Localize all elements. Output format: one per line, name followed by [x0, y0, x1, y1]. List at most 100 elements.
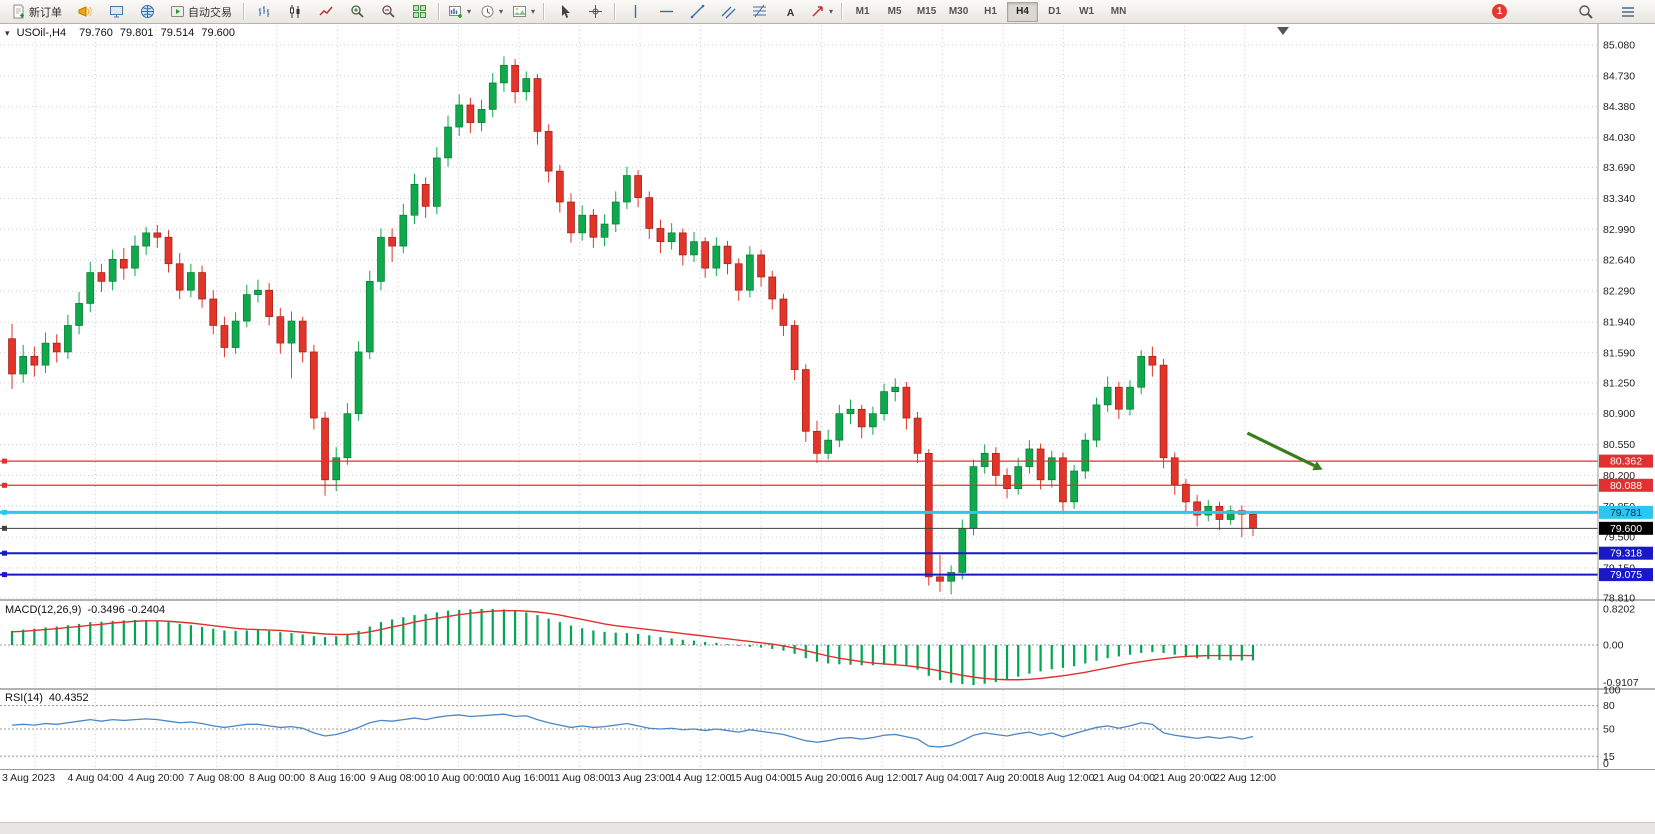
line-anchor[interactable] — [2, 550, 7, 556]
bull-candle — [1092, 404, 1101, 441]
rsi-axis-label: 50 — [1603, 724, 1615, 736]
bear-candle — [936, 576, 944, 582]
line-chart-icon — [318, 6, 333, 16]
horizontal-line-button[interactable] — [651, 1, 681, 23]
bear-candle — [298, 320, 307, 353]
rsi-line — [11, 713, 1254, 748]
bull-candle — [1081, 439, 1090, 472]
bull-candle — [108, 258, 117, 282]
bear-candle — [645, 197, 654, 229]
bull-candle — [432, 157, 441, 207]
timeframe-button-m5[interactable]: M5 — [887, 6, 902, 17]
bull-candle — [611, 201, 620, 225]
bull-candle — [254, 289, 262, 295]
timeframe-button-w1[interactable]: W1 — [1079, 6, 1095, 17]
zoom-out-button[interactable] — [373, 1, 403, 23]
bull-candle — [500, 64, 508, 84]
notification-badge[interactable]: 1 — [1492, 4, 1507, 19]
arrow-annotation[interactable] — [1246, 431, 1316, 468]
timeframe-button-m30[interactable]: M30 — [948, 6, 969, 17]
line-anchor[interactable] — [2, 458, 7, 464]
clock-icon — [481, 5, 494, 18]
bear-candle — [734, 263, 743, 291]
timeframe-button-h1[interactable]: H1 — [984, 6, 997, 17]
auto-trading-button[interactable]: 自动交易 — [163, 1, 239, 23]
profiles-button[interactable]: ▾ — [476, 1, 507, 23]
crosshair-button[interactable] — [580, 1, 610, 23]
cursor-button[interactable] — [549, 1, 579, 23]
trendline-button[interactable] — [682, 1, 712, 23]
chart-header: ▾ USOil-,H4 79.760 79.801 79.514 79.600 — [5, 27, 239, 39]
price-axis-label: 82.640 — [1603, 255, 1635, 267]
megaphone-icon — [78, 6, 92, 17]
alerts-button[interactable] — [70, 1, 100, 23]
zoom-in-button[interactable] — [342, 1, 372, 23]
arrow-annotation-head[interactable] — [1312, 461, 1323, 471]
candles — [8, 56, 1257, 595]
line-anchor[interactable] — [2, 572, 7, 578]
line-anchor[interactable] — [2, 525, 7, 531]
ohlc-high: 79.801 — [119, 27, 154, 39]
bull-candle — [712, 245, 721, 269]
price-axis-label: 80.900 — [1603, 408, 1635, 420]
toolbar-separator — [841, 3, 844, 20]
timeframe-button-h4[interactable]: H4 — [1007, 1, 1039, 22]
price-badge — [1599, 546, 1653, 560]
time-axis-label: 7 Aug 08:00 — [188, 772, 244, 784]
rsi-axis-label: 0 — [1603, 758, 1609, 770]
community-button[interactable] — [132, 1, 162, 23]
chart-shift-marker[interactable] — [1277, 27, 1289, 35]
time-axis-label: 21 Aug 20:00 — [1154, 772, 1216, 784]
text-button[interactable]: A — [775, 1, 805, 23]
bull-candle — [365, 281, 374, 353]
bar-chart-icon — [258, 6, 269, 17]
bull-candle — [1226, 510, 1235, 520]
chevron-down-icon: ▾ — [829, 7, 834, 16]
zoom-in-icon — [350, 5, 364, 18]
bull-candle — [399, 214, 408, 247]
chart-canvas[interactable]: 85.080 84.730 84.380 84.030 83.690 83.340 82.9… — [0, 24, 1655, 788]
candlestick-icon — [289, 5, 299, 18]
line-anchor[interactable] — [2, 509, 7, 515]
channel-button[interactable] — [713, 1, 743, 23]
rsi-axis-label: 15 — [1603, 751, 1615, 763]
bull-candle — [880, 391, 888, 415]
bull-candle — [242, 294, 251, 322]
fibonacci-button[interactable] — [744, 1, 774, 23]
chart-candles-button[interactable] — [280, 1, 310, 23]
toolbar-right-cluster: 1 — [1492, 1, 1651, 23]
chart-line-button[interactable] — [311, 1, 341, 23]
bear-candle — [8, 338, 16, 375]
toolbar-separator — [543, 3, 546, 20]
fibonacci-icon — [752, 4, 766, 18]
bull-candle — [377, 236, 385, 282]
chart-bars-button[interactable] — [249, 1, 279, 23]
templates-button[interactable]: ▾ — [508, 1, 539, 23]
bear-candle — [533, 78, 542, 132]
price-axis-label: 83.690 — [1603, 162, 1635, 174]
bear-candle — [678, 232, 687, 256]
new-order-button[interactable]: 新订单 — [4, 1, 69, 23]
shapes-button[interactable]: ▾ — [806, 1, 837, 23]
price-badge — [1599, 478, 1653, 492]
new-chart-button[interactable]: ▾ — [444, 1, 475, 23]
timeframe-button-m15[interactable]: M15 — [916, 6, 937, 17]
time-axis-label: 17 Aug 20:00 — [972, 772, 1034, 784]
tile-windows-button[interactable] — [404, 1, 434, 23]
menu-button[interactable] — [1613, 1, 1643, 23]
bear-candle — [198, 272, 206, 300]
bear-candle — [701, 241, 710, 269]
vertical-line-button[interactable] — [620, 1, 650, 23]
search-button[interactable] — [1571, 1, 1601, 23]
timeframe-button-m1[interactable]: M1 — [855, 6, 870, 17]
timeframe-button-d1[interactable]: D1 — [1048, 6, 1061, 17]
bull-candle — [835, 413, 844, 441]
bear-candle — [1182, 483, 1190, 503]
chart-expand-icon[interactable]: ▾ — [5, 28, 10, 38]
time-axis-label: 16 Aug 12:00 — [851, 772, 913, 784]
terminal-button[interactable] — [101, 1, 131, 23]
line-anchor[interactable] — [2, 482, 7, 488]
bull-candle — [1070, 470, 1078, 503]
timeframe-button-mn[interactable]: MN — [1110, 6, 1127, 17]
bear-candle — [1036, 448, 1045, 481]
